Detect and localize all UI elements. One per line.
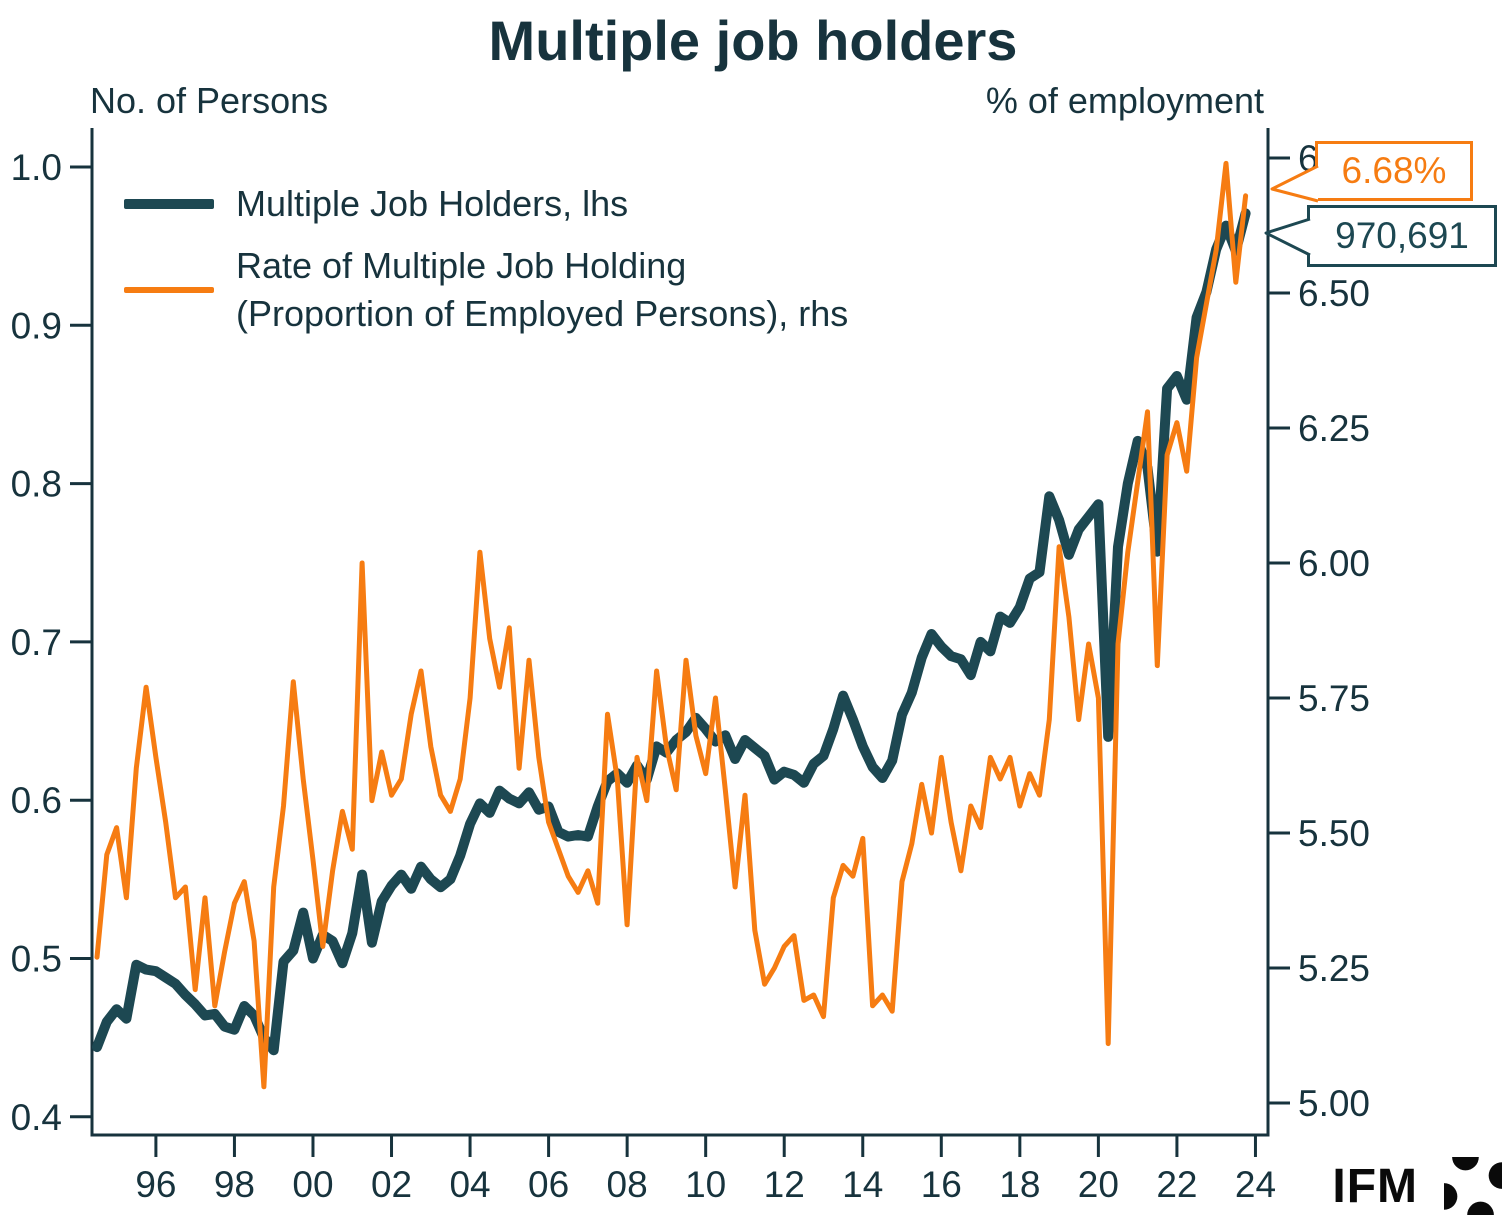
- right-axis-title: % of employment: [985, 80, 1264, 121]
- ifm-logo-icon: [1444, 1157, 1502, 1215]
- left-axis-title: No. of Persons: [90, 80, 329, 121]
- x-axis-tick-label: 06: [528, 1164, 569, 1205]
- legend-swatch-rate: [124, 287, 214, 293]
- right-axis-tick-label: 5.25: [1298, 948, 1370, 989]
- legend-label-rate: Rate of Multiple Job Holding (Proportion…: [236, 242, 848, 338]
- x-axis-tick-label: 08: [607, 1164, 648, 1205]
- ifm-wordmark: IFM: [1332, 1159, 1418, 1213]
- legend-label-rate-line1: Rate of Multiple Job Holding: [236, 245, 687, 286]
- x-axis-tick-label: 12: [764, 1164, 805, 1205]
- left-axis-tick-label: 0.7: [11, 622, 62, 663]
- right-axis-tick-label: 5.75: [1298, 678, 1370, 719]
- rate-callout: 6.68%: [1315, 141, 1473, 201]
- x-axis-tick-label: 96: [135, 1164, 176, 1205]
- x-axis-tick-label: 04: [449, 1164, 490, 1205]
- x-axis-tick-label: 02: [371, 1164, 412, 1205]
- x-axis-tick-label: 20: [1078, 1164, 1119, 1205]
- right-axis-tick-label: 5.00: [1298, 1083, 1370, 1124]
- left-axis-tick-label: 0.9: [11, 305, 62, 346]
- legend-swatch-holders: [124, 199, 214, 209]
- ifm-brand: IFM: [1332, 1157, 1504, 1215]
- x-axis-tick-label: 98: [214, 1164, 255, 1205]
- x-axis-tick-label: 00: [292, 1164, 333, 1205]
- right-axis-tick-label: 5.50: [1298, 813, 1370, 854]
- x-axis-tick-label: 16: [921, 1164, 962, 1205]
- right-axis-tick-label: 6.25: [1298, 408, 1370, 449]
- legend-label-holders: Multiple Job Holders, lhs: [236, 183, 629, 224]
- axes-frame: [90, 128, 1270, 1137]
- series-line-multiple-job-holders: [92, 208, 1251, 1056]
- chart-title: Multiple job holders: [488, 9, 1018, 72]
- left-axis-tick-label: 0.5: [11, 939, 62, 980]
- x-axis-tick-label: 10: [685, 1164, 726, 1205]
- left-axis-tick-label: 0.4: [11, 1097, 62, 1138]
- right-axis-tick-label: 6.50: [1298, 273, 1370, 314]
- legend-item-rate: Rate of Multiple Job Holding (Proportion…: [124, 242, 848, 338]
- left-axis-tick-label: 0.6: [11, 780, 62, 821]
- right-axis-tick-label: 6.00: [1298, 543, 1370, 584]
- x-axis-tick-label: 18: [999, 1164, 1040, 1205]
- legend-label-rate-line2: (Proportion of Employed Persons), rhs: [236, 293, 849, 334]
- series-line-rate: [94, 160, 1249, 1090]
- left-axis-tick-label: 0.8: [11, 464, 62, 505]
- x-axis-tick-label: 22: [1156, 1164, 1197, 1205]
- count-callout: 970,691: [1307, 205, 1497, 267]
- legend-item-holders: Multiple Job Holders, lhs: [124, 180, 848, 228]
- x-axis-tick-label: 14: [842, 1164, 883, 1205]
- legend: Multiple Job Holders, lhs Rate of Multip…: [124, 180, 848, 338]
- left-axis-tick-label: 1.0: [11, 147, 62, 188]
- x-axis-tick-label: 24: [1235, 1164, 1276, 1205]
